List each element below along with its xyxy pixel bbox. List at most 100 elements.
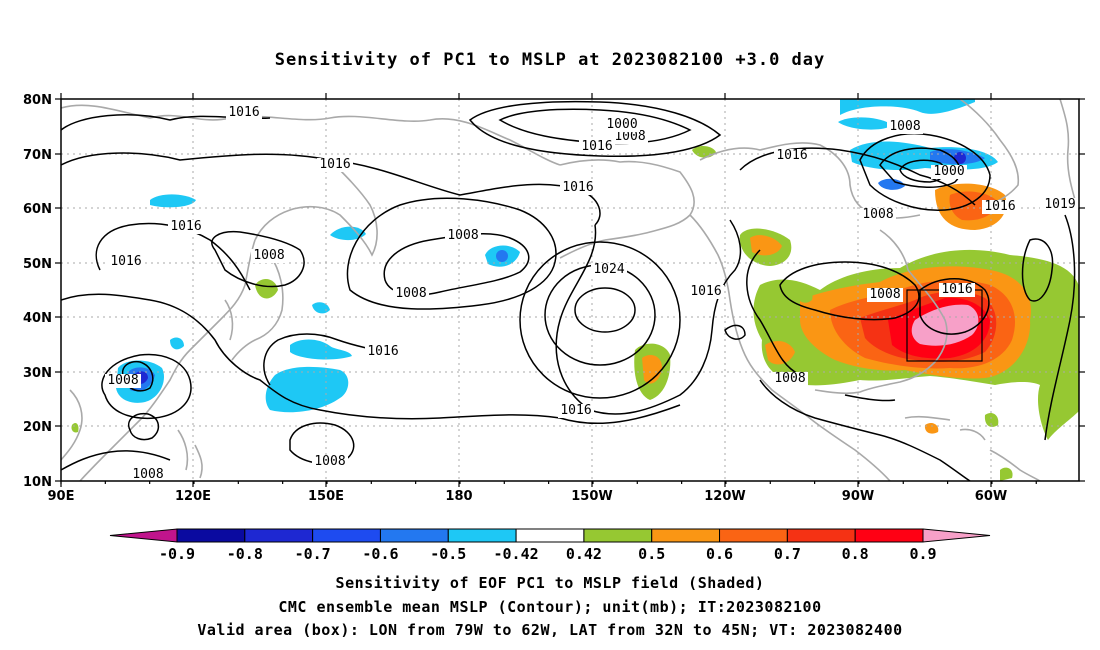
svg-text:1008: 1008 bbox=[889, 119, 920, 134]
colorbar-label: 0.9 bbox=[909, 545, 936, 563]
svg-text:1016: 1016 bbox=[110, 254, 141, 269]
colorbar-segment bbox=[719, 528, 788, 543]
lon-tick-label: 60W bbox=[975, 489, 1007, 504]
colorbar-label: -0.6 bbox=[362, 545, 398, 563]
colorbar-label: 0.7 bbox=[774, 545, 801, 563]
colorbar-segment bbox=[176, 528, 246, 543]
colorbar-segment bbox=[515, 528, 585, 543]
svg-text:1016: 1016 bbox=[984, 199, 1015, 214]
svg-text:1016: 1016 bbox=[581, 139, 612, 154]
svg-text:1016: 1016 bbox=[560, 403, 591, 418]
svg-text:1016: 1016 bbox=[228, 105, 259, 120]
svg-text:1008: 1008 bbox=[862, 207, 893, 222]
svg-text:1008: 1008 bbox=[107, 373, 138, 388]
map-title: Sensitivity of PC1 to MSLP at 2023082100… bbox=[274, 50, 826, 70]
plot-frame bbox=[60, 98, 1080, 482]
svg-text:1008: 1008 bbox=[314, 454, 345, 469]
lat-tick-label: 50N bbox=[23, 257, 52, 272]
colorbar-segment bbox=[651, 528, 721, 543]
colorbar-segment bbox=[854, 528, 924, 543]
colorbar-label: -0.5 bbox=[430, 545, 466, 563]
contour-label: 1008 bbox=[867, 287, 903, 302]
svg-text:1008: 1008 bbox=[774, 371, 805, 386]
lon-tick-label: 120W bbox=[704, 489, 745, 504]
svg-text:1016: 1016 bbox=[562, 180, 593, 195]
contour-label: 1008 bbox=[251, 248, 287, 263]
lat-tick-label: 80N bbox=[23, 93, 52, 108]
svg-text:1016: 1016 bbox=[941, 282, 972, 297]
axis-labels: 90E 120E 150E 180 150W 120W 90W 60W 80N 70N 60N 50N… bbox=[23, 93, 1007, 504]
contour-label: 1008 bbox=[772, 371, 808, 386]
svg-text:1000: 1000 bbox=[606, 117, 637, 132]
contour-label: 1019 bbox=[1042, 197, 1078, 212]
contour-label: 1008 bbox=[445, 228, 481, 243]
svg-text:1008: 1008 bbox=[614, 129, 645, 144]
caption-line-2: CMC ensemble mean MSLP (Contour); unit(m… bbox=[278, 598, 822, 616]
contour-label: 1016 bbox=[579, 139, 615, 154]
colorbar-low-arrow bbox=[109, 528, 178, 543]
contour-label: 1000 bbox=[931, 164, 967, 179]
lon-tick-label: 150E bbox=[308, 489, 344, 504]
caption-line-1: Sensitivity of EOF PC1 to MSLP field (Sh… bbox=[335, 574, 765, 592]
svg-text:1016: 1016 bbox=[170, 219, 201, 234]
svg-text:1016: 1016 bbox=[319, 157, 350, 172]
lat-tick-label: 20N bbox=[23, 420, 52, 435]
axis-ticks bbox=[55, 93, 1085, 487]
svg-text:1024: 1024 bbox=[593, 262, 624, 277]
contour-label: 1016 bbox=[365, 344, 401, 359]
svg-text:1008: 1008 bbox=[132, 467, 163, 482]
contour-label: 1016 bbox=[108, 254, 144, 269]
svg-text:1008: 1008 bbox=[395, 286, 426, 301]
contour-label: 1016 bbox=[168, 219, 204, 234]
caption-line-3: Valid area (box): LON from 79W to 62W, L… bbox=[197, 621, 903, 639]
lat-tick-label: 30N bbox=[23, 366, 52, 381]
svg-text:1000: 1000 bbox=[933, 164, 964, 179]
contour-label: 1008 bbox=[887, 119, 923, 134]
contour-label: 1008 bbox=[860, 207, 896, 222]
lon-tick-label: 150W bbox=[571, 489, 612, 504]
colorbar-segment bbox=[786, 528, 856, 543]
colorbar-segment bbox=[583, 528, 653, 543]
colorbar-label: 0.42 bbox=[566, 545, 602, 563]
lat-tick-label: 10N bbox=[23, 475, 52, 490]
contour-label: 1016 bbox=[774, 148, 810, 163]
colorbar-label: -0.7 bbox=[295, 545, 331, 563]
svg-text:1019: 1019 bbox=[1044, 197, 1075, 212]
contour-label: 1016 bbox=[558, 403, 594, 418]
contour-label: 1016 bbox=[982, 199, 1018, 214]
colorbar-segment bbox=[379, 528, 449, 543]
contour-label: 1000 bbox=[604, 117, 640, 132]
contour-label: 1008 bbox=[612, 129, 648, 144]
lon-tick-label: 90E bbox=[48, 489, 75, 504]
lat-tick-label: 70N bbox=[23, 148, 52, 163]
contour-label: 1008 bbox=[105, 373, 141, 388]
colorbar-label: 0.6 bbox=[706, 545, 733, 563]
colorbar-label: -0.42 bbox=[494, 545, 539, 563]
contour-label: 1008 bbox=[393, 286, 429, 301]
lon-tick-label: 120E bbox=[175, 489, 211, 504]
lat-tick-label: 60N bbox=[23, 202, 52, 217]
colorbar-label: -0.8 bbox=[227, 545, 263, 563]
contour-label: 1016 bbox=[317, 157, 353, 172]
svg-text:1008: 1008 bbox=[447, 228, 478, 243]
lon-tick-label: 90W bbox=[842, 489, 874, 504]
colorbar-segment bbox=[312, 528, 381, 543]
contour-label: 1016 bbox=[560, 180, 596, 195]
contour-labels: 1016 1016 1016 1016 1016 1016 1016 1016 1016 1016… bbox=[105, 105, 1078, 482]
contour-label: 1016 bbox=[688, 284, 724, 299]
colorbar-segment bbox=[447, 528, 517, 543]
svg-text:1016: 1016 bbox=[776, 148, 807, 163]
contour-label: 1016 bbox=[226, 105, 262, 120]
colorbar-label: 0.5 bbox=[638, 545, 665, 563]
svg-text:1016: 1016 bbox=[690, 284, 721, 299]
svg-text:1008: 1008 bbox=[869, 287, 900, 302]
shaded-sensitivity bbox=[116, 99, 998, 413]
colorbar-high-arrow bbox=[922, 528, 991, 543]
lat-tick-label: 40N bbox=[23, 311, 52, 326]
contour-label: 1008 bbox=[312, 454, 348, 469]
svg-text:1016: 1016 bbox=[367, 344, 398, 359]
contour-label: 1008 bbox=[130, 467, 166, 482]
lon-tick-label: 180 bbox=[445, 489, 472, 504]
contour-label: 1024 bbox=[591, 262, 627, 277]
